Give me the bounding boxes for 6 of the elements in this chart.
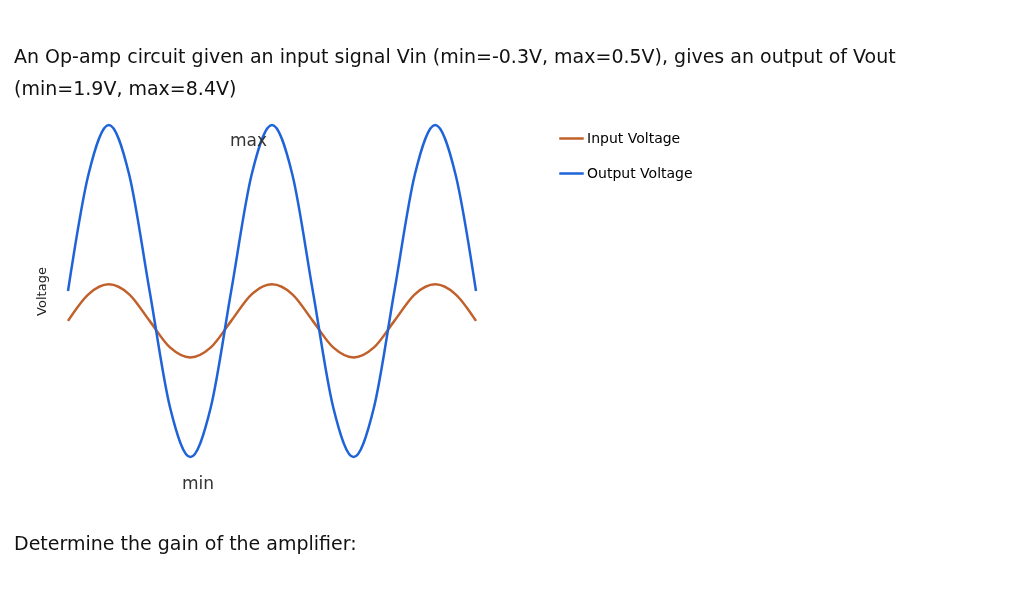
legend-label: Input Voltage xyxy=(587,129,681,146)
text: Determine the gain of the amplifier: xyxy=(14,532,357,554)
y-axis-title: Voltage xyxy=(33,267,49,316)
chart-title: An Op-amp circuit given an input signal Vin (min=-0.3V, max=0.5V), gives an output of Vout (min=1.9V, max=8.4V) xyxy=(14,44,897,101)
text: min xyxy=(182,473,215,493)
legend-label: Output Voltage xyxy=(587,164,693,181)
